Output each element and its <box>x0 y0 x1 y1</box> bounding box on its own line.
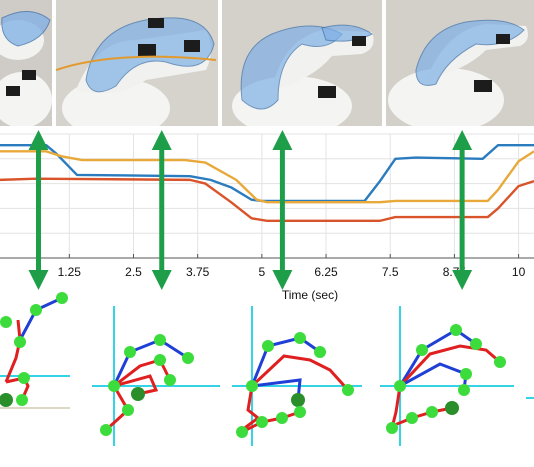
joint <box>460 368 472 380</box>
joint <box>470 338 482 350</box>
x-tick-label: 1.25 <box>58 265 82 279</box>
skeleton-panel-3 <box>232 306 362 446</box>
joint <box>445 401 459 415</box>
joint <box>406 412 418 424</box>
hand-photo-2-drawing <box>56 0 218 126</box>
finger-link-4e <box>391 406 453 428</box>
x-tick-label: 8.75 <box>443 265 467 279</box>
sensor-chart: 1.25 2.5 3.75 5 6.25 7.5 8.75 10 Time (sec) <box>0 128 534 304</box>
joint <box>100 424 112 436</box>
series-line-2 <box>0 150 534 204</box>
finger-link-2d <box>113 374 159 396</box>
joint <box>386 422 398 434</box>
finger-link-1c <box>18 296 63 341</box>
hand-photo-2 <box>56 0 218 126</box>
chart-canvas: 1.25 2.5 3.75 5 6.25 7.5 8.75 10 Time (sec) <box>0 133 534 302</box>
hand-photo-4-drawing <box>386 0 534 126</box>
joint <box>154 354 166 366</box>
joint <box>16 394 28 406</box>
x-axis-label: Time (sec) <box>282 288 338 302</box>
finger-link-3a <box>250 336 321 387</box>
joint <box>236 426 248 438</box>
finger-link-4b <box>398 344 501 388</box>
joint <box>262 340 274 352</box>
hand-photo-1-drawing <box>0 0 52 126</box>
joint <box>291 393 305 407</box>
x-tick-label: 5 <box>259 265 266 279</box>
joint <box>294 332 306 344</box>
joint <box>124 346 136 358</box>
x-tick-label: 6.25 <box>314 265 338 279</box>
finger-link-2a <box>112 338 189 387</box>
joint <box>458 384 470 396</box>
x-tick-label: 7.5 <box>382 265 399 279</box>
x-tick-label: 3.75 <box>186 265 210 279</box>
series-group <box>0 143 534 223</box>
joint <box>154 334 166 346</box>
joint <box>131 387 145 401</box>
photo-strip <box>0 0 534 128</box>
joint <box>494 356 506 368</box>
joint <box>394 380 406 392</box>
hand-photo-4 <box>386 0 534 126</box>
joint <box>30 304 42 316</box>
joint <box>246 380 258 392</box>
joint <box>426 406 438 418</box>
x-tick-label: 2.5 <box>125 265 142 279</box>
series-line-1 <box>0 143 534 203</box>
finger-link-4c <box>399 362 468 391</box>
joint <box>18 372 30 384</box>
skeleton-panel-2 <box>92 306 220 446</box>
hand-photo-3 <box>222 0 382 126</box>
joint <box>450 324 462 336</box>
joint <box>314 346 326 358</box>
joint <box>256 416 268 428</box>
hand-photo-3-drawing <box>222 0 382 126</box>
finger-link-4a <box>398 328 477 387</box>
joint <box>276 412 288 424</box>
joint <box>0 393 13 407</box>
joint <box>182 352 194 364</box>
skeleton-canvas <box>0 292 534 446</box>
finger-link-3d <box>241 385 261 432</box>
skeleton-panel-1 <box>0 292 70 409</box>
hand-photo-1 <box>0 0 52 126</box>
series-line-3 <box>0 177 534 223</box>
finger-link-3b <box>250 354 350 392</box>
joint <box>164 374 176 386</box>
joint <box>342 384 354 396</box>
finger-link-2b <box>113 358 172 388</box>
joint <box>108 380 120 392</box>
joint <box>294 406 306 418</box>
joint <box>56 292 68 304</box>
joint <box>416 344 428 356</box>
skeleton-panels <box>0 290 534 462</box>
grid <box>0 133 534 258</box>
joint <box>0 316 12 328</box>
joint <box>122 404 134 416</box>
finger-link-3e <box>241 410 301 434</box>
x-axis-ticks: 1.25 2.5 3.75 5 6.25 7.5 8.75 10 <box>0 254 534 279</box>
joint <box>14 336 26 348</box>
x-tick-label: 10 <box>512 265 526 279</box>
finger-link-1a <box>4 319 22 383</box>
skeleton-panel-4 <box>380 306 534 446</box>
